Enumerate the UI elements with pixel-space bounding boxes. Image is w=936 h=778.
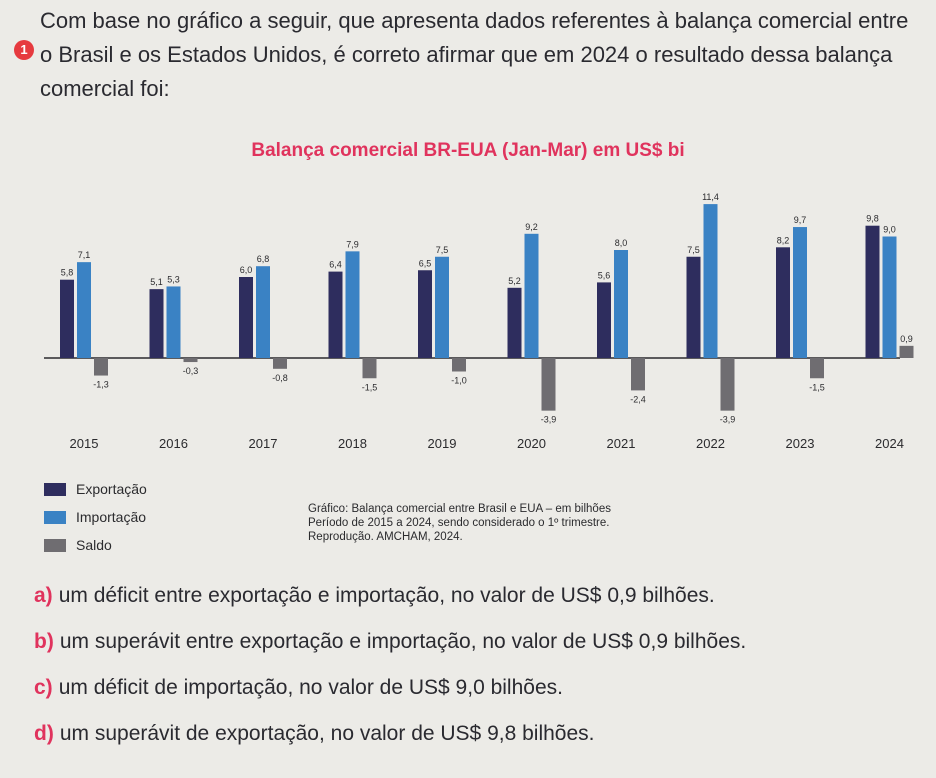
data-label-import-2018: 7,9 [346,239,359,249]
bar-export-2021 [597,282,611,358]
bar-saldo-2021 [631,358,645,391]
data-label-saldo-2020: -3,9 [541,415,557,425]
x-tick-label-2023: 2023 [786,436,815,451]
bar-export-2018 [328,271,343,358]
x-tick-label-2015: 2015 [70,436,99,451]
bar-saldo-2015 [94,358,108,376]
data-label-export-2017: 6,0 [240,265,253,275]
x-tick-label-2018: 2018 [338,436,367,451]
bar-saldo-2019 [452,358,466,372]
legend-swatch-saldo [44,539,66,552]
bar-chart: 5,8 7,1 -1,3 2015 5,1 5,3 -0,3 2016 6,0 6,8 -0,8 20… [44,192,914,451]
data-label-saldo-2021: -2,4 [630,394,646,404]
bar-import-2024 [882,236,897,358]
bar-import-2019 [435,256,449,358]
option-letter: c) [34,676,53,699]
bar-export-2015 [60,279,74,358]
bar-export-2017 [239,277,253,358]
legend-label: Importação [76,509,147,525]
data-label-import-2016: 5,3 [167,274,180,284]
legend-swatch-importacao [44,511,66,524]
x-tick-label-2016: 2016 [159,436,188,451]
bar-saldo-2017 [273,358,287,369]
option-letter: d) [34,722,54,745]
option-c[interactable]: c) um déficit de importação, no valor de … [34,676,914,722]
data-label-export-2015: 5,8 [61,268,74,278]
bar-export-2023 [776,247,790,358]
bar-saldo-2024 [899,345,914,358]
bar-import-2015 [77,262,91,358]
bar-saldo-2018 [362,358,377,379]
bar-import-2022 [703,204,718,358]
data-label-export-2018: 6,4 [329,260,342,270]
data-label-saldo-2017: -0,8 [272,373,288,383]
bar-export-2019 [418,270,432,358]
chart-source: Gráfico: Balança comercial entre Brasil … [308,502,708,544]
x-tick-label-2024: 2024 [875,436,904,451]
x-tick-label-2020: 2020 [517,436,546,451]
bar-import-2020 [524,233,539,358]
data-label-export-2022: 7,5 [687,245,700,255]
data-label-import-2020: 9,2 [525,222,538,232]
x-tick-label-2017: 2017 [249,436,278,451]
option-a[interactable]: a) um déficit entre exportação e importaç… [34,584,914,630]
source-line: Período de 2015 a 2024, sendo considerad… [308,517,610,529]
bar-saldo-2020 [541,358,556,411]
data-label-import-2021: 8,0 [615,238,628,248]
data-label-export-2019: 6,5 [419,258,432,268]
data-label-export-2016: 5,1 [150,277,163,287]
option-d[interactable]: d) um superávit de exportação, no valor d… [34,722,914,768]
bar-saldo-2023 [810,358,824,379]
option-text: um superávit entre exportação e importaç… [59,630,747,653]
option-text: um déficit entre exportação e importação… [58,584,715,607]
bar-export-2020 [507,287,522,358]
question-text: Com base no gráfico a seguir, que aprese… [40,8,909,101]
data-label-export-2023: 8,2 [777,235,790,245]
answer-options: a) um déficit entre exportação e importaç… [34,584,914,768]
chart-title: Balança comercial BR-EUA (Jan-Mar) em US… [251,140,685,161]
option-letter: a) [34,584,53,607]
data-label-saldo-2019: -1,0 [451,376,467,386]
data-label-saldo-2022: -3,9 [720,415,736,425]
data-label-saldo-2015: -1,3 [93,380,109,390]
data-label-import-2024: 9,0 [883,225,896,235]
option-text: um superávit de exportação, no valor de … [59,722,595,745]
legend-label: Exportação [76,481,147,497]
bar-saldo-2022 [720,358,735,411]
bar-import-2016 [166,286,181,358]
bar-export-2022 [686,256,701,358]
data-label-import-2015: 7,1 [78,250,91,260]
data-label-export-2020: 5,2 [508,276,521,286]
option-letter: b) [34,630,54,653]
bar-saldo-2016 [183,358,198,363]
data-label-export-2021: 5,6 [598,270,611,280]
data-label-import-2017: 6,8 [257,254,270,264]
data-label-saldo-2024: 0,9 [900,334,913,344]
bar-import-2017 [256,266,270,358]
source-line: Reprodução. AMCHAM, 2024. [308,531,463,543]
option-text: um déficit de importação, no valor de US… [58,676,563,699]
option-b[interactable]: b) um superávit entre exportação e import… [34,630,914,676]
x-tick-label-2022: 2022 [696,436,725,451]
legend-swatch-exportacao [44,483,66,496]
legend-label: Saldo [76,537,112,553]
data-label-import-2019: 7,5 [436,245,449,255]
bar-import-2018 [345,251,360,358]
data-label-saldo-2018: -1,5 [362,382,378,392]
bar-import-2023 [793,227,807,358]
data-label-import-2022: 11,4 [702,192,719,202]
bar-import-2021 [614,250,628,358]
data-label-saldo-2023: -1,5 [809,382,825,392]
data-label-export-2024: 9,8 [866,214,879,224]
bar-export-2024 [865,225,880,358]
bar-export-2016 [149,289,164,358]
question-number-badge: 1 [14,40,34,60]
data-label-saldo-2016: -0,3 [183,366,199,376]
x-tick-label-2019: 2019 [428,436,457,451]
source-line: Gráfico: Balança comercial entre Brasil … [308,503,611,515]
x-tick-label-2021: 2021 [607,436,636,451]
data-label-import-2023: 9,7 [794,215,807,225]
